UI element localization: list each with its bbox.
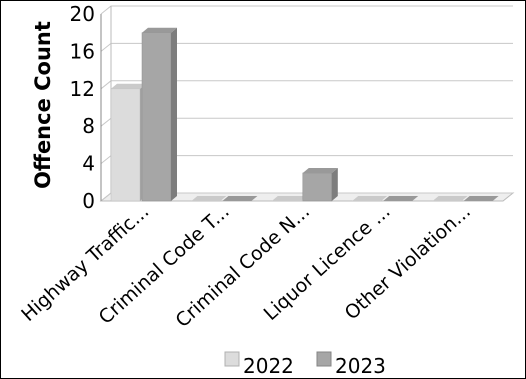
legend-label-2022: 2022 (243, 354, 294, 378)
bar-2023-4 (463, 196, 499, 201)
y-tick-label: 0 (82, 189, 95, 213)
axes (100, 6, 112, 201)
bar-2022-0 (110, 83, 146, 202)
legend-swatch-2022 (224, 351, 240, 367)
legend-swatch-2023 (316, 351, 332, 367)
bar-2023-3 (383, 196, 419, 201)
legend: 2022 2023 (224, 351, 386, 378)
bar-2022-3 (352, 196, 388, 201)
y-axis-label: Offence Count (31, 21, 55, 189)
bar-2022-1 (191, 196, 227, 201)
x-tick-label: Criminal Code N... (171, 200, 314, 332)
y-tick-label: 20 (70, 2, 95, 26)
bar-2023-0 (141, 27, 177, 202)
y-tick-label: 8 (82, 114, 95, 138)
y-tick-label: 16 (70, 39, 95, 63)
gridline (100, 5, 513, 15)
x-tick-label: Criminal Code T... (95, 200, 234, 328)
bar-2023-2 (302, 167, 338, 202)
bars (110, 27, 499, 202)
x-tick-labels: Highway Traffic...Criminal Code T...Crim… (17, 200, 475, 332)
legend-label-2023: 2023 (335, 354, 386, 378)
bar-2022-2 (271, 196, 307, 201)
bar-2023-1 (222, 196, 258, 201)
y-tick-labels: 0 4 8 12 16 20 (70, 2, 95, 213)
y-tick-label: 12 (70, 77, 95, 101)
bar-2022-4 (432, 196, 468, 201)
y-tick-label: 4 (82, 152, 95, 176)
